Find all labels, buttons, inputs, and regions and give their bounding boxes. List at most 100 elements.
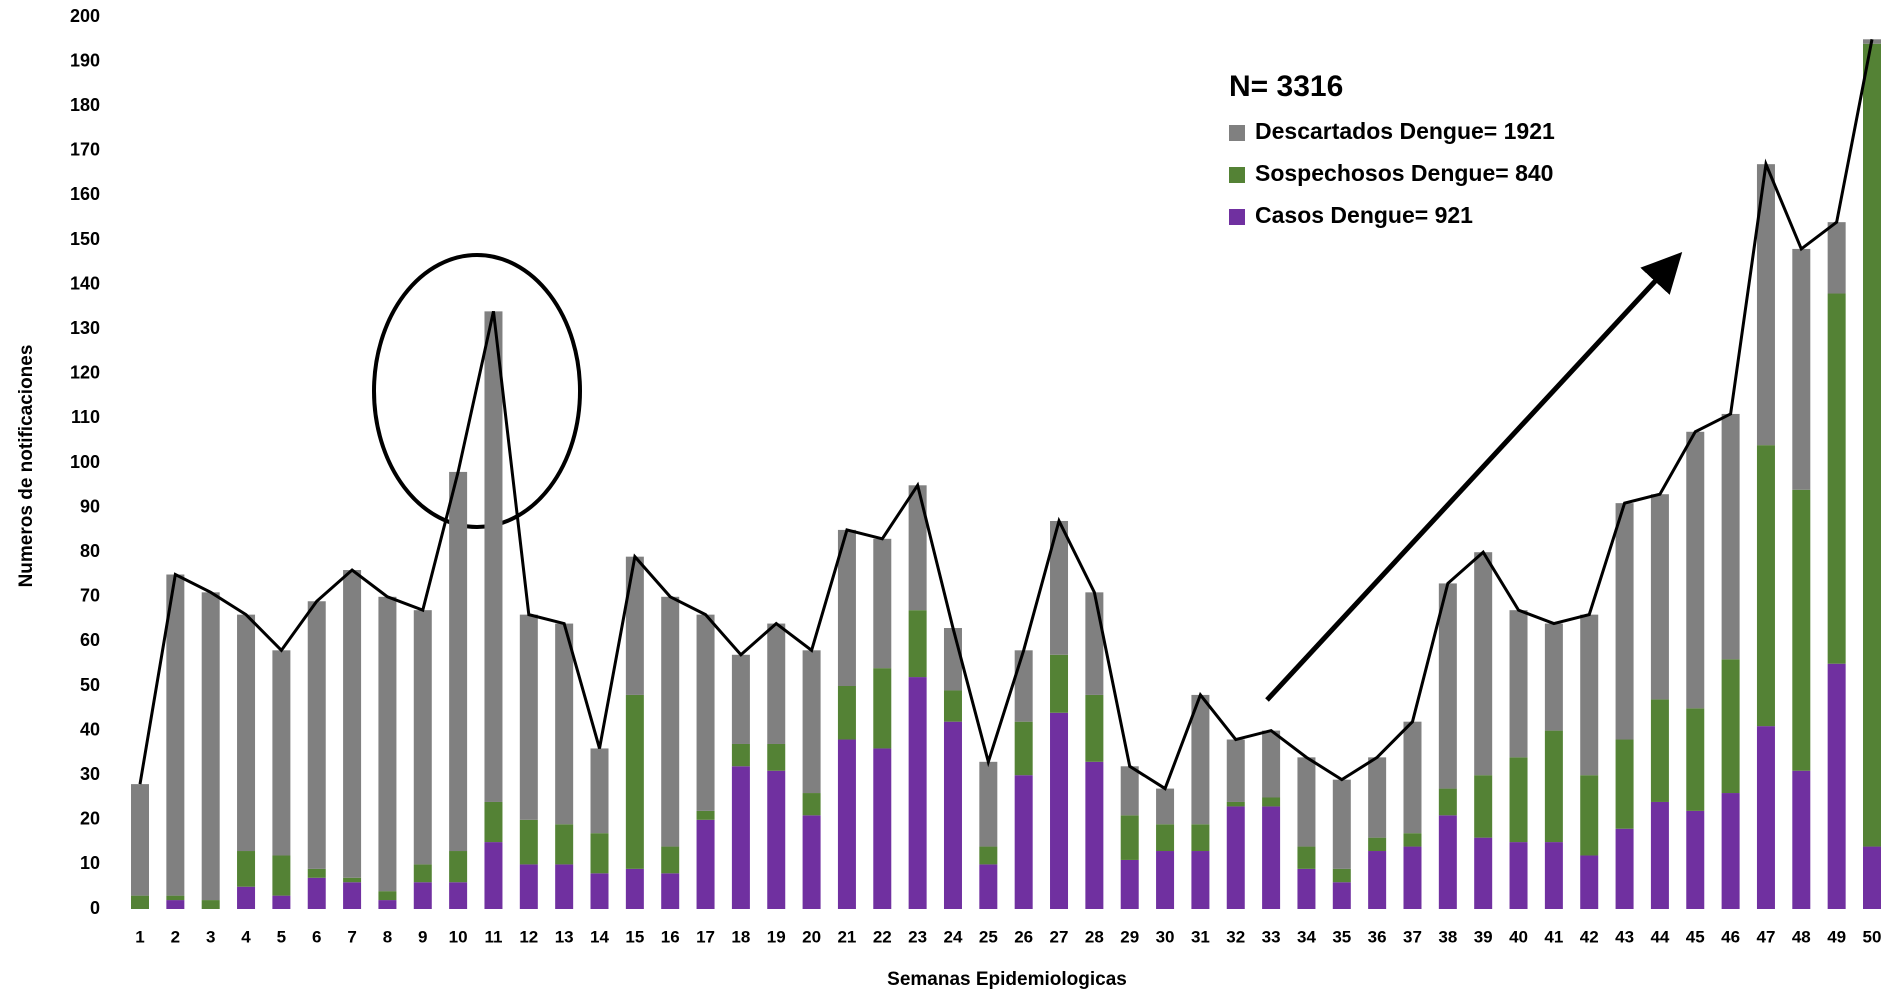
bar-segment: [131, 895, 149, 909]
bar-segment: [1544, 730, 1563, 843]
bar-segment: [979, 846, 998, 865]
bar-segment: [1332, 882, 1351, 909]
x-tick-label: 35: [1332, 927, 1351, 946]
bar-segment: [1297, 846, 1316, 869]
bar-segment: [1050, 654, 1069, 713]
bar-segment: [1756, 726, 1775, 909]
bar-segment: [1050, 520, 1069, 655]
bar-segment: [767, 770, 786, 909]
bar-segment: [1509, 610, 1528, 758]
x-tick-label: 14: [590, 927, 609, 946]
bar-segment: [1509, 757, 1528, 843]
x-tick-label: 6: [312, 927, 321, 946]
bar-segment: [1156, 851, 1175, 909]
bar-segment: [802, 815, 821, 909]
bar-segment: [201, 592, 220, 901]
bar-segment: [1863, 846, 1881, 909]
x-tick-label: 25: [979, 927, 998, 946]
bar-segment: [1580, 614, 1599, 776]
y-tick-label: 10: [80, 853, 100, 873]
bar-segment: [1014, 775, 1033, 909]
bar-segment: [1474, 775, 1493, 838]
bar-segment: [979, 864, 998, 909]
x-tick-label: 26: [1014, 927, 1033, 946]
bar-segment: [484, 801, 503, 843]
bar-segment: [201, 900, 220, 909]
bar-segment: [519, 614, 538, 820]
y-tick-label: 130: [70, 318, 100, 338]
bar-segment: [1085, 761, 1104, 909]
x-tick-label: 36: [1368, 927, 1387, 946]
bar-segment: [1085, 592, 1104, 695]
bar-segment: [555, 623, 574, 825]
bar-segment: [1438, 815, 1457, 909]
bar-segment: [873, 538, 892, 669]
bar-segment: [1756, 164, 1775, 446]
highlight-ellipse: [372, 253, 582, 529]
y-tick-label: 170: [70, 140, 100, 160]
bar-segment: [1509, 842, 1528, 909]
bar-segment: [802, 650, 821, 794]
bar-segment: [1474, 837, 1493, 909]
bar-segment: [1580, 775, 1599, 856]
bar-segment: [661, 596, 680, 847]
bar-segment: [1686, 431, 1705, 709]
x-tick-label: 24: [944, 927, 963, 946]
bar-segment: [1368, 851, 1387, 909]
x-axis-title: Semanas Epidemiologicas: [887, 969, 1127, 990]
bar-segment: [1792, 489, 1811, 771]
trend-arrow: [1265, 251, 1683, 702]
bar-segment: [696, 614, 715, 811]
x-tick-label: 28: [1085, 927, 1104, 946]
x-tick-label: 10: [449, 927, 468, 946]
x-tick-label: 43: [1615, 927, 1634, 946]
bar-segment: [272, 895, 291, 909]
legend-label: Sospechosos Dengue= 840: [1255, 160, 1553, 186]
bar-segment: [1792, 248, 1811, 490]
x-tick-label: 1: [135, 927, 144, 946]
x-tick-label: 22: [873, 927, 892, 946]
bar-segment: [1332, 779, 1351, 869]
bar-segment: [1120, 815, 1139, 860]
bar-segment: [1014, 721, 1033, 776]
bar-segment: [1120, 766, 1139, 816]
bar-segment: [131, 784, 149, 896]
y-tick-label: 0: [90, 898, 100, 918]
bar-segment: [1332, 868, 1351, 883]
legend: Descartados Dengue= 1921 Sospechosos Deng…: [1229, 118, 1555, 228]
bar-segment: [307, 601, 326, 869]
x-tick-label: 30: [1156, 927, 1175, 946]
bar-segment: [731, 743, 750, 767]
bar-segment: [590, 873, 609, 909]
x-tick-label: 27: [1050, 927, 1069, 946]
bar-segment: [1438, 583, 1457, 789]
x-tick-label: 8: [383, 927, 392, 946]
x-tick-label: 37: [1403, 927, 1422, 946]
x-tick-label: 19: [767, 927, 786, 946]
bar-segment: [1297, 868, 1316, 909]
bar-segment: [1297, 757, 1316, 847]
bar-segment: [802, 793, 821, 816]
x-tick-label: 12: [519, 927, 538, 946]
x-tick-label: 18: [731, 927, 750, 946]
bar-segment: [449, 851, 468, 883]
x-tick-label: 47: [1756, 927, 1775, 946]
legend-label: Casos Dengue= 921: [1255, 202, 1473, 228]
bar-segment: [1686, 708, 1705, 811]
bar-segment: [1721, 793, 1740, 909]
y-tick-label: 70: [80, 586, 100, 606]
bar-segment: [943, 690, 962, 722]
bar-segment: [1721, 659, 1740, 794]
bar-segment: [908, 610, 927, 678]
bar-segment: [166, 895, 185, 901]
legend-label: Descartados Dengue= 1921: [1255, 118, 1555, 144]
bar-segment: [943, 628, 962, 691]
x-tick-label: 17: [696, 927, 715, 946]
x-tick-label: 5: [277, 927, 286, 946]
bar-segment: [343, 882, 362, 909]
bar-segment: [837, 529, 856, 686]
bar-segment: [1403, 846, 1422, 909]
bar-segment: [413, 610, 432, 865]
y-tick-label: 180: [70, 95, 100, 115]
bar-segment: [307, 877, 326, 909]
